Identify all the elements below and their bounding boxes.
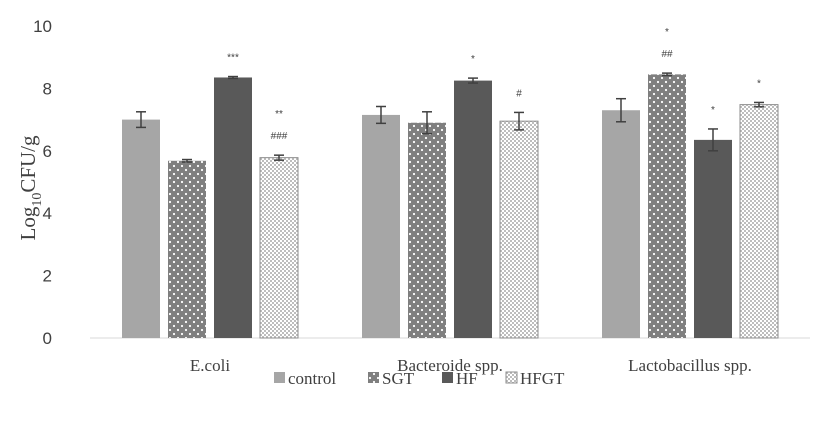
bar-hf-3 [694, 139, 732, 338]
y-tick-label: 2 [43, 267, 52, 286]
bars-group: *****###*#*##** [122, 27, 779, 339]
legend-label: HF [456, 369, 478, 388]
significance-label: * [665, 27, 669, 38]
y-tick-label: 8 [43, 79, 52, 98]
legend-swatch [274, 372, 285, 383]
legend-swatch [505, 371, 518, 384]
bar-hfgt-1 [259, 157, 299, 339]
bar-control-2 [362, 114, 400, 338]
significance-label: # [516, 88, 522, 99]
significance-label: * [471, 54, 475, 65]
bar-sgt-2 [408, 122, 446, 338]
bar-hf-1 [214, 77, 252, 338]
bar-hfgt-2 [499, 120, 539, 339]
error-bar [422, 111, 432, 135]
legend-item-hfgt: HFGT [505, 369, 565, 388]
bar-control-1 [122, 119, 160, 338]
y-axis-ticks: 0 2 4 6 8 10 [33, 17, 52, 348]
y-tick-label: 4 [43, 204, 52, 223]
error-bar [708, 128, 718, 152]
significance-label: * [757, 78, 761, 89]
legend-item-sgt: SGT [368, 369, 415, 388]
y-tick-label: 0 [43, 329, 52, 348]
significance-label: * [711, 105, 715, 116]
legend-item-control: control [274, 369, 336, 388]
bar-hf-2 [454, 80, 492, 338]
significance-label: ### [271, 131, 288, 142]
error-bar [228, 75, 238, 80]
bar-control-3 [602, 110, 640, 339]
error-bar [376, 105, 386, 125]
legend-label: control [288, 369, 336, 388]
legend-label: SGT [382, 369, 415, 388]
error-bar [136, 111, 146, 129]
category-label: Bacteroide spp. [397, 356, 503, 375]
legend-label: HFGT [520, 369, 565, 388]
legend: control SGT HF HFGT [274, 369, 565, 388]
error-bar [514, 111, 524, 131]
error-bar [274, 154, 284, 161]
error-bar [182, 158, 192, 163]
significance-label: *** [227, 53, 239, 64]
bar-sgt-1 [168, 160, 206, 338]
error-bar [662, 72, 672, 77]
significance-label: ** [275, 109, 283, 120]
error-bar [616, 97, 626, 123]
y-axis-title: Log10CFU/g [16, 135, 45, 241]
legend-item-hf: HF [442, 369, 478, 388]
error-bar [754, 101, 764, 108]
legend-swatch [442, 372, 453, 383]
category-label: E.coli [190, 356, 230, 375]
bar-sgt-3 [648, 74, 686, 339]
category-labels: E.coli Bacteroide spp. Lactobacillus spp. [190, 356, 752, 375]
significance-label: ## [661, 49, 673, 60]
y-tick-label: 6 [43, 142, 52, 161]
category-label: Lactobacillus spp. [628, 356, 752, 375]
y-tick-label: 10 [33, 17, 52, 36]
bar-hfgt-3 [739, 104, 779, 339]
error-bar [468, 77, 478, 84]
legend-swatch [368, 372, 379, 383]
